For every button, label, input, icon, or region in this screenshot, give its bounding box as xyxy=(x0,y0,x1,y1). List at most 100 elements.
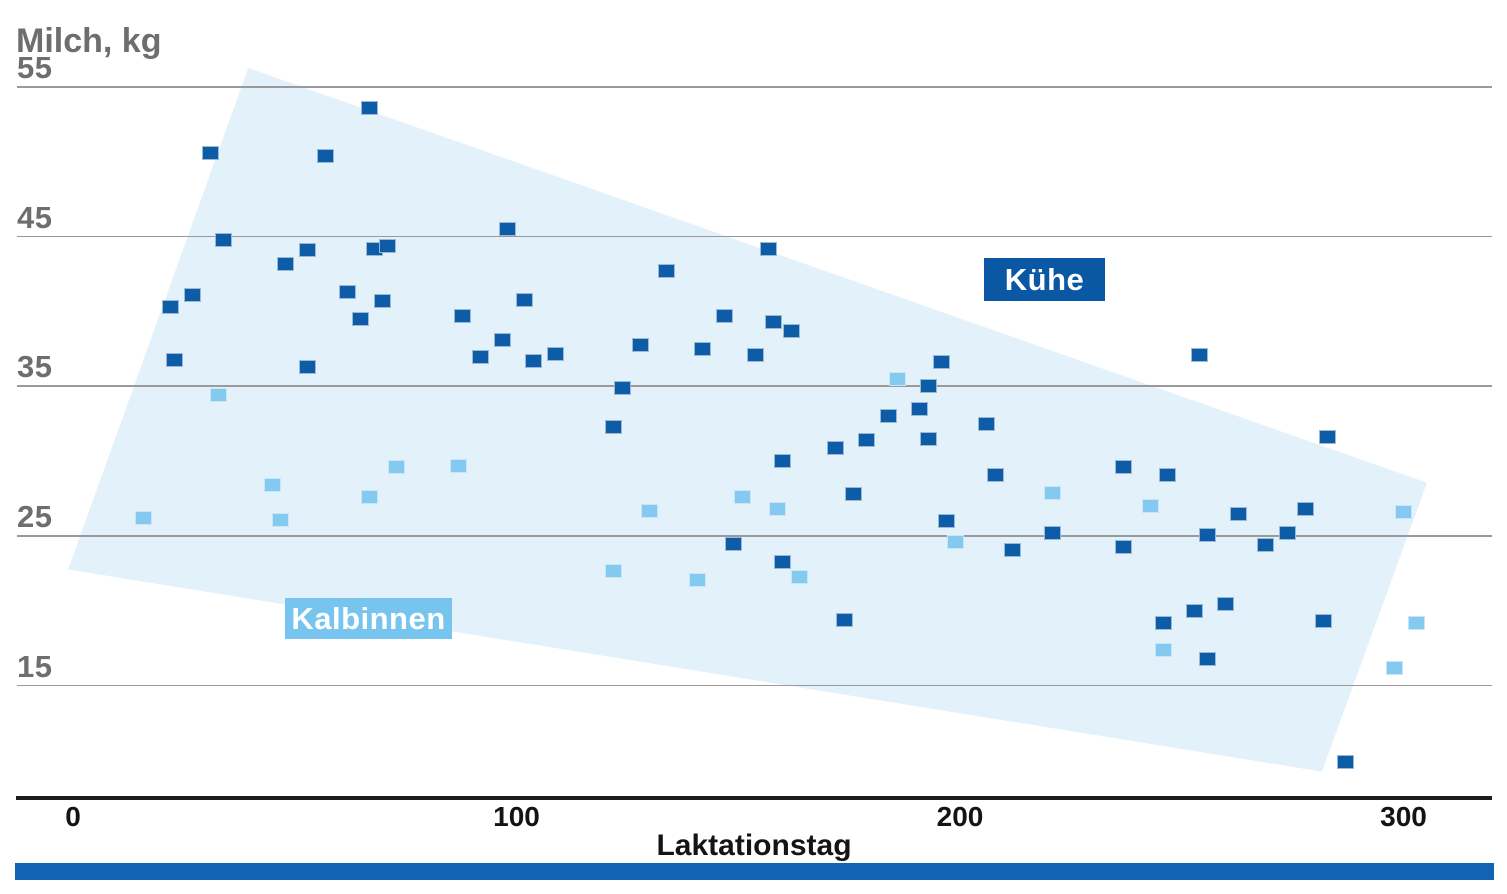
data-point-kuehe xyxy=(760,241,778,256)
data-point-kuehe xyxy=(299,359,317,374)
data-point-kuehe xyxy=(1155,615,1172,630)
data-point-kuehe xyxy=(1314,614,1332,629)
data-point-kuehe xyxy=(352,312,370,326)
data-point-kuehe xyxy=(826,440,844,455)
data-point-kuehe xyxy=(378,238,396,253)
data-point-kuehe xyxy=(724,536,742,551)
y-tick-label-55: 55 xyxy=(17,50,53,85)
data-point-kuehe xyxy=(1044,526,1062,541)
data-point-kuehe xyxy=(516,292,534,307)
data-point-kalbinnen xyxy=(135,511,152,526)
data-point-kuehe xyxy=(613,380,631,395)
data-point-kuehe xyxy=(454,309,472,323)
data-point-kuehe xyxy=(361,101,379,115)
data-point-kuehe xyxy=(374,294,392,309)
data-point-kuehe xyxy=(1199,651,1217,666)
data-point-kuehe xyxy=(276,256,294,271)
x-axis-line xyxy=(16,796,1492,800)
gridline-25 xyxy=(17,535,1492,537)
band-polygon xyxy=(68,68,1428,772)
data-point-kalbinnen xyxy=(361,490,379,505)
data-point-kuehe xyxy=(773,454,791,469)
y-tick-label-45: 45 xyxy=(17,199,53,235)
data-point-kuehe xyxy=(494,333,512,347)
data-point-kuehe xyxy=(911,401,929,416)
data-point-kuehe xyxy=(605,419,623,434)
data-point-kuehe xyxy=(933,355,951,370)
data-point-kalbinnen xyxy=(449,458,467,473)
data-point-kuehe xyxy=(161,300,179,315)
data-point-kalbinnen xyxy=(640,503,658,518)
x-tick-label-0: 0 xyxy=(65,801,81,832)
data-point-kuehe xyxy=(1115,539,1133,554)
data-point-kuehe xyxy=(1186,603,1204,618)
data-point-kuehe xyxy=(299,243,317,258)
y-tick-label-15: 15 xyxy=(17,648,53,684)
data-point-kuehe xyxy=(316,148,334,163)
data-point-kuehe xyxy=(782,324,800,338)
data-point-kalbinnen xyxy=(1141,499,1159,514)
gridline-15 xyxy=(17,684,1492,687)
data-point-kuehe xyxy=(773,554,791,569)
data-point-kuehe xyxy=(166,352,183,367)
data-point-kuehe xyxy=(1279,526,1297,541)
data-point-kuehe xyxy=(339,285,356,300)
data-point-kuehe xyxy=(547,346,565,361)
data-point-kuehe xyxy=(1230,506,1248,521)
data-point-kuehe xyxy=(844,487,862,502)
legend-kuehe-label: Kühe xyxy=(1004,261,1085,297)
data-point-kuehe xyxy=(715,309,733,323)
x-tick-label-200: 200 xyxy=(936,801,984,832)
data-point-kuehe xyxy=(472,349,489,364)
data-point-kuehe xyxy=(1199,527,1217,542)
data-point-kuehe xyxy=(1159,467,1177,482)
data-point-kuehe xyxy=(631,337,649,352)
data-point-kuehe xyxy=(201,145,219,160)
y-tick-label-25: 25 xyxy=(17,499,53,535)
data-point-kalbinnen xyxy=(1044,485,1062,500)
x-tick-label-300: 300 xyxy=(1380,801,1427,832)
data-point-kalbinnen xyxy=(769,502,787,517)
gridline-35 xyxy=(17,385,1492,387)
data-point-kalbinnen xyxy=(888,371,906,386)
data-point-kuehe xyxy=(498,222,516,237)
data-point-kuehe xyxy=(525,353,543,368)
y-tick-label-35: 35 xyxy=(17,349,53,385)
x-tick-label-100: 100 xyxy=(493,801,540,832)
bottom-accent-bar xyxy=(15,863,1494,880)
data-point-kalbinnen xyxy=(689,572,707,587)
data-point-kuehe xyxy=(1004,542,1022,557)
data-point-kuehe xyxy=(1115,460,1133,475)
legend-kalbinnen: Kalbinnen xyxy=(285,598,452,639)
data-point-kuehe xyxy=(835,612,853,627)
data-point-kuehe xyxy=(764,315,782,329)
data-point-kuehe xyxy=(693,342,711,356)
legend-kalbinnen-label: Kalbinnen xyxy=(291,600,446,636)
data-point-kalbinnen xyxy=(946,535,964,550)
data-point-kuehe xyxy=(1257,538,1274,553)
data-point-kuehe xyxy=(920,431,937,446)
data-point-kuehe xyxy=(880,409,897,424)
data-point-kuehe xyxy=(747,348,764,362)
data-point-kalbinnen xyxy=(387,460,405,475)
data-point-kalbinnen xyxy=(1394,505,1412,520)
data-point-kuehe xyxy=(1190,348,1208,362)
data-point-kuehe xyxy=(986,467,1004,482)
data-point-kalbinnen xyxy=(1407,615,1425,630)
data-point-kalbinnen xyxy=(1385,660,1403,675)
data-point-kuehe xyxy=(183,288,201,303)
data-point-kuehe xyxy=(1319,430,1337,445)
data-point-kuehe xyxy=(977,416,995,431)
legend-kuehe: Kühe xyxy=(984,258,1105,301)
data-point-kalbinnen xyxy=(263,478,281,493)
data-point-kuehe xyxy=(920,379,937,394)
data-point-kuehe xyxy=(937,514,955,529)
data-point-kuehe xyxy=(1217,596,1235,611)
data-point-kuehe xyxy=(857,433,875,448)
data-point-kalbinnen xyxy=(605,563,623,578)
data-point-kuehe xyxy=(1336,755,1354,770)
data-point-kuehe xyxy=(658,264,676,279)
data-point-kalbinnen xyxy=(733,490,751,505)
